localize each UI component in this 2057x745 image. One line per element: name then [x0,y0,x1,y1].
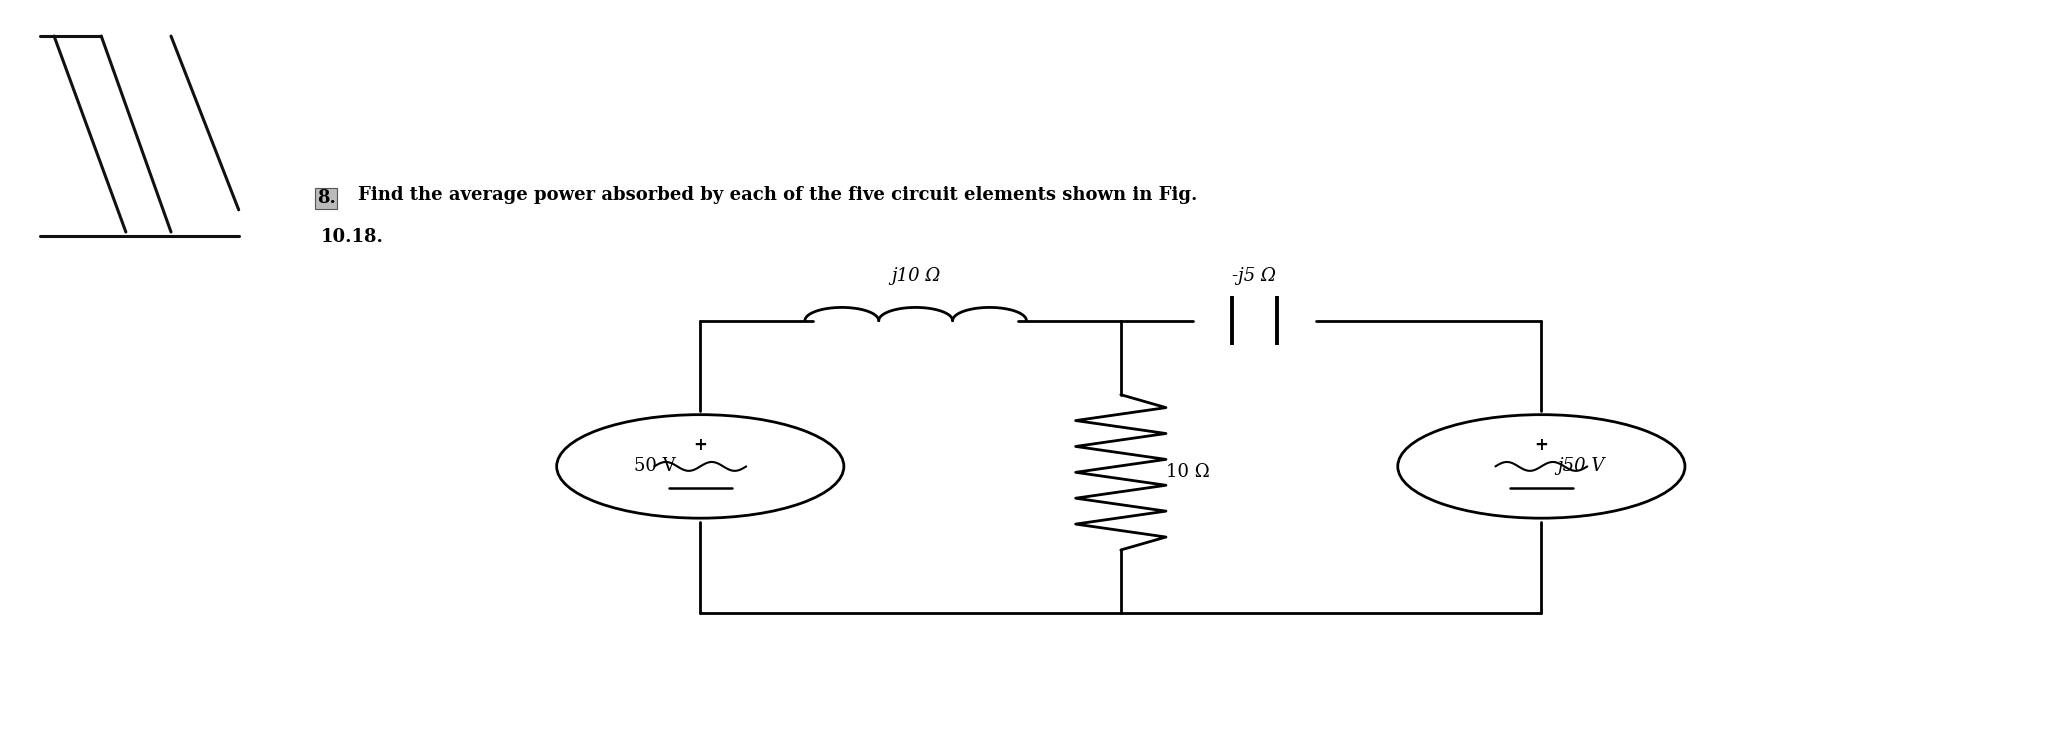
Text: 8.: 8. [317,189,335,207]
Text: +: + [1535,436,1549,454]
Text: j50 V: j50 V [1557,457,1604,475]
Text: 10.18.: 10.18. [321,228,383,247]
Text: 50 V: 50 V [634,457,675,475]
Text: 10 Ω: 10 Ω [1166,463,1210,481]
Text: Find the average power absorbed by each of the five circuit elements shown in Fi: Find the average power absorbed by each … [358,186,1197,204]
Text: -j5 Ω: -j5 Ω [1232,267,1275,285]
Text: j10 Ω: j10 Ω [891,267,940,285]
Text: +: + [693,436,708,454]
